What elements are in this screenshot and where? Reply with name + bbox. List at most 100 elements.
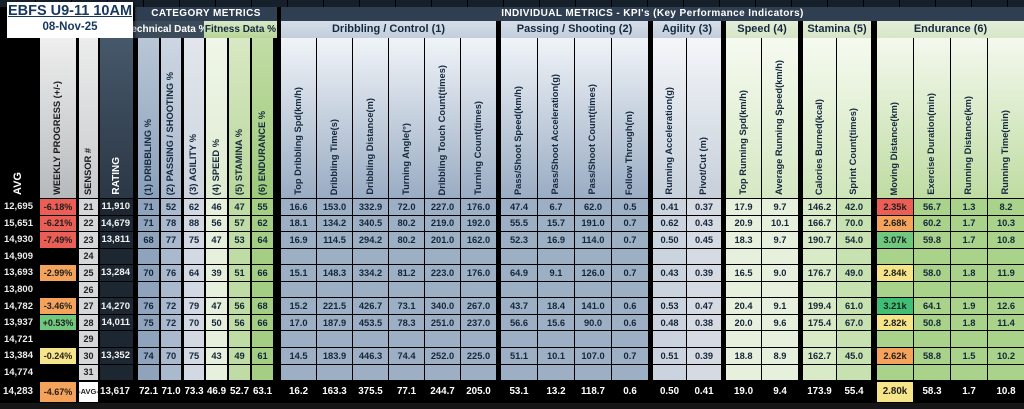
cell-endurance_pct[interactable]: 66	[252, 265, 273, 281]
cell-pass_speed[interactable]: 64.9	[501, 265, 537, 281]
cell-pass_speed[interactable]: 43.7	[501, 298, 537, 314]
cell-follow_through[interactable]: 0.7	[612, 347, 648, 364]
cell-follow_through[interactable]	[612, 364, 648, 381]
cell-turn_angle[interactable]: 78.3	[389, 314, 424, 331]
col-header-dribbling_pct[interactable]: (1) DRIBBLING %	[138, 38, 159, 198]
cell-turn_angle[interactable]	[389, 248, 424, 265]
cell-avg_run_spd[interactable]: 9.4	[773, 386, 787, 398]
cell-rating[interactable]: 14,270	[100, 298, 133, 314]
cell-sensor[interactable]: 28	[79, 314, 98, 331]
cell-drib_time[interactable]: 134.2	[317, 215, 352, 232]
cell-avg_run_spd[interactable]: 9.1	[762, 298, 798, 314]
cell-pass_speed[interactable]	[501, 364, 537, 381]
cell-pivot_cut[interactable]: 0.41	[694, 386, 714, 398]
cell-drib_dist[interactable]: 334.2	[353, 265, 388, 281]
cell-speed_pct[interactable]: 50	[206, 314, 227, 331]
cell-dribbling_pct[interactable]: 76	[138, 298, 159, 314]
cell-drib_time[interactable]	[317, 364, 352, 381]
cell-agility_pct[interactable]	[184, 364, 204, 381]
cell-drib_time[interactable]: 163.3	[322, 386, 347, 398]
cell-top_drib_spd[interactable]	[281, 364, 316, 381]
cell-dribbling_pct[interactable]: 68	[138, 232, 159, 248]
cell-run_time[interactable]	[988, 281, 1024, 298]
cell-stamina_pct[interactable]: 56	[229, 298, 250, 314]
cell-drib_dist[interactable]	[353, 331, 388, 347]
cell-top_drib_spd[interactable]: 15.2	[281, 298, 316, 314]
cell-pass_speed[interactable]: 55.5	[501, 215, 537, 232]
cell-turn_count[interactable]: 176.0	[461, 199, 496, 215]
cell-drib_time[interactable]: 148.3	[317, 265, 352, 281]
cell-avg[interactable]: 13,800	[3, 284, 33, 296]
cell-progress[interactable]: -3.46%	[40, 298, 76, 314]
cell-agility_pct[interactable]: 75	[184, 232, 204, 248]
cell-speed_pct[interactable]: 47	[206, 298, 227, 314]
cell-drib_dist[interactable]: 340.5	[353, 215, 388, 232]
cell-ex_duration[interactable]: 59.8	[914, 232, 950, 248]
cell-rating[interactable]: 14,679	[100, 215, 133, 232]
cell-pivot_cut[interactable]: 0.39	[687, 347, 721, 364]
cell-sensor[interactable]: 23	[79, 232, 98, 248]
cell-pivot_cut[interactable]: 0.38	[687, 314, 721, 331]
cell-drib_dist[interactable]	[353, 281, 388, 298]
cell-pass_count[interactable]: 114.0	[575, 232, 611, 248]
cell-rating[interactable]	[100, 364, 133, 381]
cell-pass_accel[interactable]: 9.1	[538, 265, 574, 281]
cell-turn_count[interactable]	[461, 364, 496, 381]
cell-run_time[interactable]: 11.4	[988, 314, 1024, 331]
cell-avg_run_spd[interactable]: 9.7	[762, 199, 798, 215]
cell-drib_dist[interactable]: 446.3	[353, 347, 388, 364]
cell-ex_duration[interactable]: 60.2	[914, 215, 950, 232]
cell-run_time[interactable]	[988, 364, 1024, 381]
cell-turn_count[interactable]	[461, 248, 496, 265]
col-header-turn_count[interactable]: Turning Count(times)	[461, 38, 496, 198]
cell-avg[interactable]: 12,695	[3, 201, 33, 213]
cell-follow_through[interactable]	[612, 248, 648, 265]
cell-ex_duration[interactable]: 58.8	[914, 347, 950, 364]
cell-run_time[interactable]: 10.2	[988, 347, 1024, 364]
cell-pass_speed[interactable]	[501, 248, 537, 265]
cell-avg_run_spd[interactable]	[762, 331, 798, 347]
cell-drib_time[interactable]: 183.9	[317, 347, 352, 364]
cell-endurance_pct[interactable]: 61	[252, 347, 273, 364]
cell-moving_dist[interactable]	[877, 248, 913, 265]
cell-avg[interactable]: 14,721	[3, 333, 33, 345]
cell-drib_dist[interactable]: 375.5	[358, 386, 383, 398]
cell-endurance_pct[interactable]	[252, 281, 273, 298]
cell-calories[interactable]: 146.2	[803, 199, 836, 215]
cell-sprint_count[interactable]: 61.0	[837, 298, 871, 314]
cell-run_dist[interactable]: 1.7	[962, 386, 976, 398]
cell-drib_time[interactable]	[317, 331, 352, 347]
cell-sensor[interactable]: 29	[79, 331, 98, 347]
cell-endurance_pct[interactable]: 62	[252, 215, 273, 232]
col-header-weekly-progress[interactable]: WEEKLY PROGRESS (+/-)	[40, 38, 76, 198]
cell-endurance_pct[interactable]: 63.1	[252, 386, 273, 398]
cell-drib_time[interactable]: 221.5	[317, 298, 352, 314]
cell-sensor[interactable]: 22	[79, 215, 98, 232]
cell-top_drib_spd[interactable]: 17.0	[281, 314, 316, 331]
cell-turn_angle[interactable]: 73.1	[389, 298, 424, 314]
cell-top_drib_spd[interactable]: 16.2	[288, 386, 309, 398]
cell-pass_count[interactable]	[575, 248, 611, 265]
col-header-drib_dist[interactable]: Dribbling Distance(m)	[353, 38, 388, 198]
cell-speed_pct[interactable]: 47	[206, 232, 227, 248]
col-header-top_drib_spd[interactable]: Top Dribbling Spd(km/h)	[281, 38, 316, 198]
cell-stamina_pct[interactable]: 51	[229, 265, 250, 281]
cell-turn_angle[interactable]: 80.2	[389, 232, 424, 248]
cell-pivot_cut[interactable]	[687, 248, 721, 265]
cell-calories[interactable]	[803, 364, 836, 381]
cell-turn_count[interactable]	[461, 331, 496, 347]
cell-run_dist[interactable]: 1.8	[951, 265, 987, 281]
cell-moving_dist[interactable]: 3.21k	[877, 298, 913, 314]
cell-sprint_count[interactable]: 54.0	[837, 232, 871, 248]
cell-touch_count[interactable]: 340.0	[425, 298, 460, 314]
cell-turn_count[interactable]: 237.0	[461, 314, 496, 331]
cell-top_run_spd[interactable]	[726, 248, 761, 265]
cell-avg[interactable]: 14,283	[3, 386, 33, 398]
cell-passing_pct[interactable]: 76	[161, 265, 181, 281]
col-header-touch_count[interactable]: Dribbling Touch Count(times)	[425, 38, 460, 198]
cell-follow_through[interactable]: 0.6	[623, 386, 637, 398]
cell-speed_pct[interactable]: 46.9	[206, 386, 227, 398]
cell-pass_speed[interactable]: 52.3	[501, 232, 537, 248]
cell-top_run_spd[interactable]: 20.9	[726, 215, 761, 232]
cell-follow_through[interactable]: 0.7	[612, 232, 648, 248]
